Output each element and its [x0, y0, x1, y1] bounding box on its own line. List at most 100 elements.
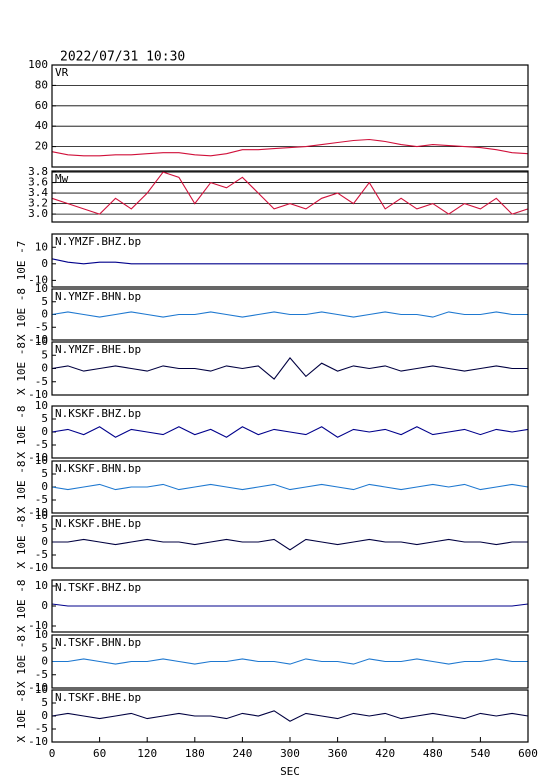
panel-frame — [51, 634, 529, 689]
series-line — [51, 483, 529, 491]
series-label: N.YMZF.BHZ.bp — [55, 235, 141, 248]
series-line — [51, 603, 529, 607]
y-tick-label: 10 — [35, 240, 48, 253]
y-tick-label: 0 — [41, 709, 48, 722]
y-tick-label: -5 — [35, 668, 48, 681]
panel-frame — [51, 460, 529, 514]
y-tick-label: 5 — [41, 348, 48, 361]
y-tick-label: 10 — [35, 282, 48, 295]
y-tick-label: 3.4 — [28, 186, 48, 199]
y-tick-label: 100 — [28, 58, 48, 71]
series-label: N.YMZF.BHN.bp — [55, 290, 141, 303]
y-tick-label: 0 — [41, 425, 48, 438]
y-tick-label: 5 — [41, 522, 48, 535]
y-axis-label: X 10E -8 — [15, 580, 28, 633]
series-line — [51, 357, 528, 380]
y-tick-label: 10 — [35, 628, 48, 641]
series-label: N.KSKF.BHN.bp — [55, 462, 141, 475]
y-tick-label: -10 — [28, 506, 48, 519]
y-tick-label: 10 — [35, 509, 48, 522]
y-tick-label: -5 — [35, 375, 48, 388]
series-line — [51, 311, 528, 318]
y-tick-label: 5 — [41, 641, 48, 654]
series-line — [51, 138, 529, 157]
y-axis-label: X 10E -8 — [15, 461, 28, 514]
y-axis-label: X 10E -8 — [15, 342, 28, 395]
x-tick-label: 0 — [49, 747, 56, 760]
x-tick-label: 360 — [328, 747, 348, 760]
y-axis-label: X 10E -8 — [15, 635, 28, 688]
y-tick-label: 0 — [41, 655, 48, 668]
series-label: N.YMZF.BHE.bp — [55, 343, 141, 356]
x-axis-label: SEC — [280, 765, 300, 778]
y-tick-label: -10 — [28, 388, 48, 401]
panel-frame — [51, 341, 529, 396]
y-tick-label: 80 — [35, 78, 48, 91]
y-tick-label: -10 — [28, 451, 48, 464]
series-label: N.TSKF.BHN.bp — [55, 636, 141, 649]
panel-frame — [51, 233, 529, 288]
y-tick-label: 10 — [35, 683, 48, 696]
y-tick-label: 3.2 — [28, 197, 48, 210]
series-line — [52, 658, 528, 665]
y-tick-label: 0 — [41, 308, 48, 321]
x-tick-label: 120 — [137, 747, 157, 760]
series-label: N.KSKF.BHZ.bp — [55, 407, 141, 420]
y-tick-label: 0 — [41, 257, 48, 270]
x-tick-label: 240 — [232, 747, 252, 760]
series-line — [51, 171, 529, 215]
y-tick-label: 10 — [35, 335, 48, 348]
y-tick-label: 5 — [41, 412, 48, 425]
y-tick-label: -5 — [35, 548, 48, 561]
y-tick-label: 0 — [41, 480, 48, 493]
y-axis-label: 10E -7 — [15, 241, 28, 281]
y-tick-label: -5 — [35, 438, 48, 451]
y-tick-label: -10 — [28, 735, 48, 748]
panel-frame — [51, 405, 529, 459]
y-tick-label: -5 — [35, 722, 48, 735]
y-axis-label: X 10E -8 — [15, 690, 28, 743]
y-tick-label: 3.0 — [28, 207, 48, 220]
y-tick-label: 3.6 — [28, 176, 48, 189]
x-tick-label: 540 — [470, 747, 490, 760]
y-tick-label: 5 — [41, 467, 48, 480]
panel-frame — [51, 64, 529, 168]
y-tick-label: 40 — [35, 119, 48, 132]
series-label: N.TSKF.BHE.bp — [55, 691, 141, 704]
chart-title: 2022/07/31 10:30 — [60, 50, 185, 65]
series-line — [51, 258, 528, 265]
y-axis-label: X 10E -8 — [15, 406, 28, 459]
y-tick-label: 10 — [35, 454, 48, 467]
y-axis-label: X 10E -8 — [15, 288, 28, 341]
series-label: Mw — [55, 172, 69, 185]
x-tick-label: 60 — [93, 747, 106, 760]
panel-frame — [51, 579, 529, 633]
y-tick-label: -5 — [35, 320, 48, 333]
y-tick-label: 0 — [41, 599, 48, 612]
y-tick-label: 10 — [35, 399, 48, 412]
panel-frame — [51, 170, 529, 223]
y-tick-label: -5 — [35, 493, 48, 506]
y-tick-label: -10 — [28, 681, 48, 694]
series-label: N.KSKF.BHE.bp — [55, 517, 141, 530]
series-label: VR — [55, 66, 69, 79]
panel-frame — [51, 515, 529, 569]
y-tick-label: -10 — [28, 561, 48, 574]
y-axis-label: X 10E -8 — [15, 516, 28, 569]
y-tick-label: 20 — [35, 140, 48, 153]
y-tick-label: 10 — [35, 579, 48, 592]
x-tick-label: 420 — [375, 747, 395, 760]
x-tick-label: 300 — [280, 747, 300, 760]
series-line — [51, 426, 529, 438]
y-tick-label: 3.8 — [28, 165, 48, 178]
y-tick-label: 5 — [41, 696, 48, 709]
panel-frame — [51, 288, 529, 341]
y-tick-label: 0 — [41, 535, 48, 548]
y-tick-label: 5 — [41, 295, 48, 308]
x-tick-label: 480 — [423, 747, 443, 760]
series-label: N.TSKF.BHZ.bp — [55, 581, 141, 594]
x-tick-label: 600 — [518, 747, 538, 760]
series-line — [51, 710, 529, 722]
y-tick-label: -10 — [28, 333, 48, 346]
